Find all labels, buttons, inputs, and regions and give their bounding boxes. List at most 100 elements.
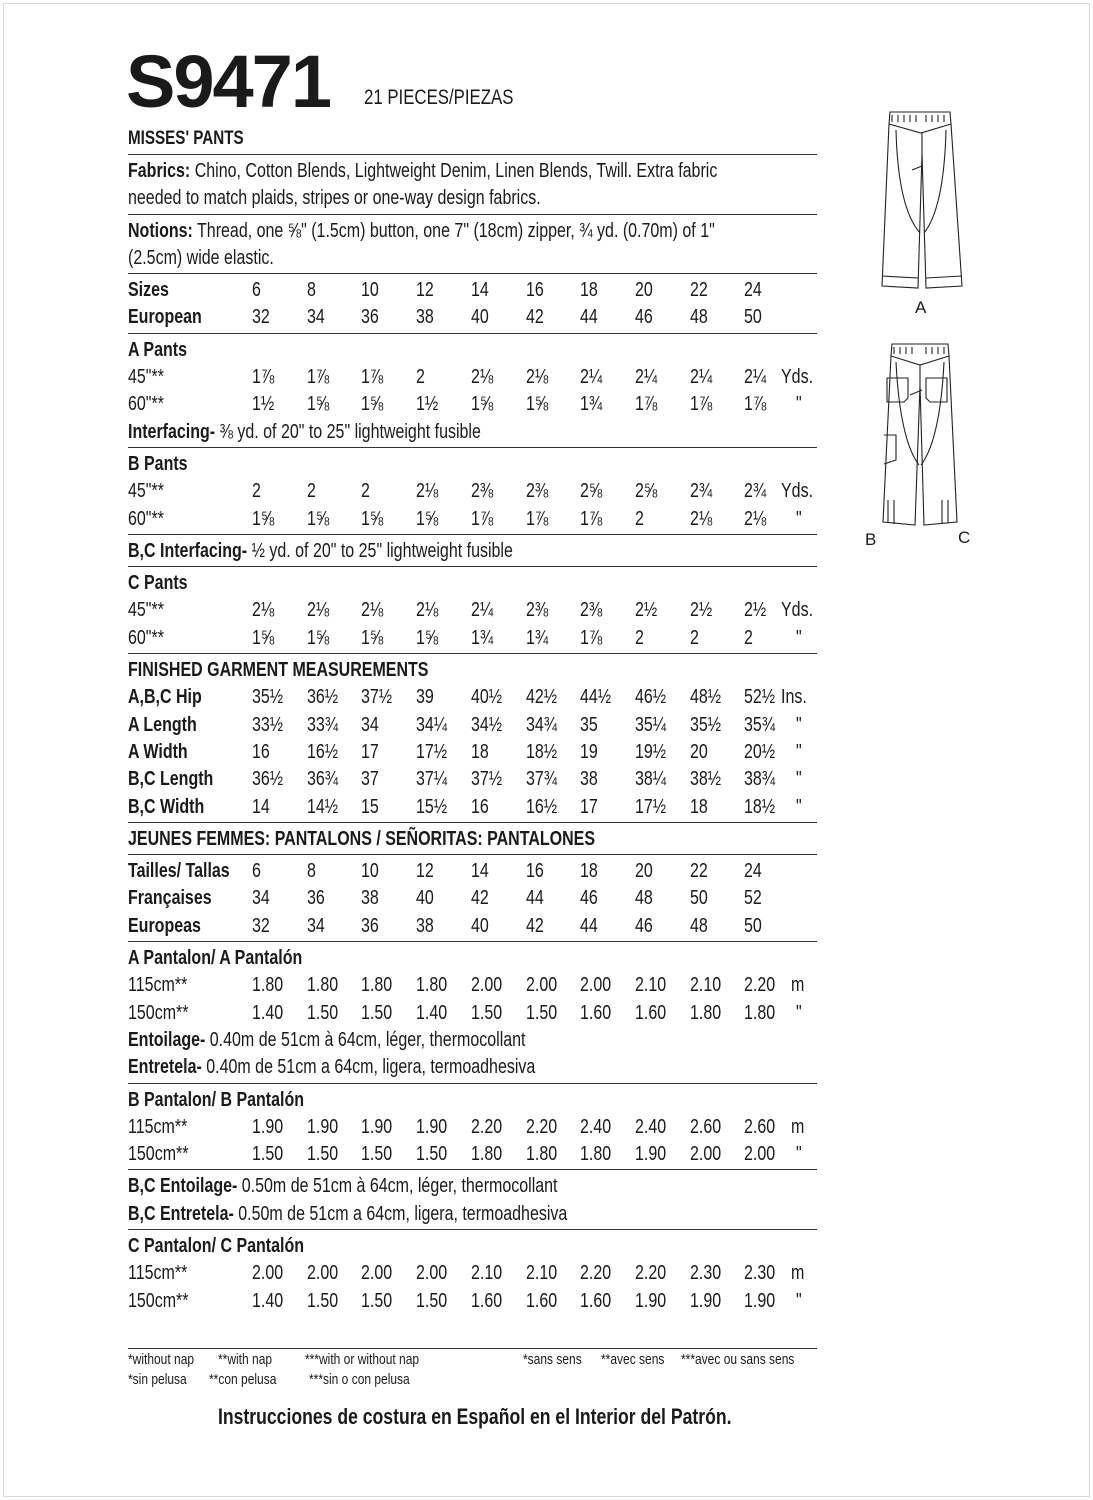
table-cell: 1.90 [689, 1289, 721, 1312]
view-a-label: A [915, 298, 927, 317]
table-cell: 36½ [252, 768, 284, 791]
table-cell: 17 [580, 795, 598, 818]
table-cell: 50 [689, 887, 708, 910]
table-cell: 1.90 [361, 1115, 393, 1138]
table-cell: 1.90 [252, 1115, 284, 1138]
table-cell: 2.20 [580, 1262, 612, 1285]
note-label: B,C Entoilage- [128, 1175, 238, 1198]
note-body: 0.40m de 51cm à 64cm, léger, thermocolla… [209, 1028, 526, 1051]
table-cell: 42 [525, 306, 544, 329]
table-cell: 2¼ [580, 366, 603, 389]
table-cell: 1.50 [306, 1001, 338, 1024]
table-cell: 17½ [634, 795, 667, 818]
table-cell: 1.80 [361, 974, 393, 997]
table-cell: 1.50 [306, 1289, 338, 1312]
table-cell: 1⅞ [525, 507, 548, 530]
table-cell: 1.50 [306, 1143, 338, 1166]
table-cell: 2.40 [634, 1115, 667, 1138]
table-cell: 35½ [689, 713, 721, 736]
table-cell: 2.00 [252, 1262, 284, 1285]
table-cell: 1.90 [416, 1115, 448, 1138]
note-row: Entoilage- 0.40m de 51cm à 64cm, léger, … [128, 1027, 817, 1054]
pattern-title: MISSES' PANTS [128, 127, 817, 155]
table-cell: 2⅝ [634, 480, 658, 503]
unit-label: " [796, 795, 802, 818]
table-cell: 1⅝ [252, 626, 275, 649]
table-cell: 2¼ [634, 366, 658, 389]
table-row: 150cm** 1.50 1.50 1.50 1.50 1.80 1.80 1.80 1.90 2… [128, 1141, 817, 1168]
table-row: Europeas 32 34 36 38 40 42 44 46 48 50 [128, 913, 817, 940]
note-text: (2.5cm) wide elastic. [128, 245, 274, 272]
table-cell: 2.30 [689, 1262, 721, 1285]
table-cell: 6 [252, 279, 261, 302]
section-heading: A Pantalon/ A Pantalón [128, 945, 817, 972]
note-text: Fabrics: Chino, Cotton Blends, Lightweig… [128, 158, 717, 185]
table-cell: 2⅛ [416, 480, 439, 503]
row-label: 150cm** [128, 1143, 189, 1166]
row-label: C Pants [128, 572, 188, 595]
table-cell: 37¼ [416, 768, 448, 791]
piece-count: 21 PIECES/PIEZAS [364, 86, 514, 109]
table-cell: 16 [525, 279, 544, 302]
table-cell: 36 [306, 887, 325, 910]
table-cell: 1⅞ [744, 393, 767, 416]
table-cell: 2⅛ [416, 599, 439, 622]
table-cell: 20 [634, 860, 653, 883]
table-cell: 16 [252, 740, 270, 763]
table-cell: 1.50 [252, 1143, 284, 1166]
note-label: Fabrics: [128, 160, 191, 182]
note-body: 0.50m de 51cm a 64cm, ligera, termoadhes… [238, 1202, 568, 1225]
table-cell: 18 [689, 795, 708, 818]
row-label: FINISHED GARMENT MEASUREMENTS [128, 659, 429, 682]
info-section: Notions: Thread, one ⅝" (1.5cm) button, … [128, 215, 817, 275]
table-cell: 44 [525, 887, 544, 910]
table-cell: 1⅞ [361, 366, 384, 389]
table-cell: 2⅜ [580, 599, 603, 622]
note-row: B,C Interfacing- ½ yd. of 20" to 25" lig… [128, 538, 817, 565]
footnote-fr-1: *sans sens [523, 1351, 582, 1368]
table-cell: 48 [689, 914, 708, 937]
table-cell: 1.90 [744, 1289, 776, 1312]
note-body: 0.50m de 51cm à 64cm, léger, thermocolla… [241, 1175, 558, 1198]
table-cell: 2.20 [470, 1115, 502, 1138]
table-cell: 1⅝ [361, 393, 384, 416]
table-cell: 34 [306, 306, 325, 329]
table-cell: 2⅛ [361, 599, 384, 622]
footnote-en-1: *without nap [128, 1351, 195, 1368]
table-cell: 34½ [470, 713, 502, 736]
table-cell: 14½ [306, 795, 338, 818]
table-cell: 32 [252, 914, 270, 937]
table-cell: 44½ [580, 686, 612, 709]
note-text: needed to match plaids, stripes or one-w… [128, 185, 541, 212]
table-cell: 1.40 [252, 1001, 284, 1024]
footnote-fr-2: **avec sens [601, 1351, 665, 1368]
unit-label: m [791, 1262, 805, 1285]
unit-label: " [796, 507, 802, 530]
table-cell: 1⅞ [689, 393, 712, 416]
note-text: B,C Entoilage- 0.50m de 51cm à 64cm, lég… [128, 1173, 558, 1200]
row-label: Europeas [128, 914, 201, 937]
info-section: B,C Entoilage- 0.50m de 51cm à 64cm, lég… [128, 1170, 817, 1230]
table-cell: 50 [744, 914, 763, 937]
table-cell: 34 [252, 887, 270, 910]
row-label: C Pantalon/ C Pantalón [128, 1234, 305, 1257]
table-cell: 1⅝ [306, 507, 329, 530]
table-cell: 2.20 [525, 1115, 557, 1138]
table-cell: 2 [689, 626, 699, 649]
note-text: Entoilage- 0.40m de 51cm à 64cm, léger, … [128, 1027, 526, 1054]
table-cell: 1.60 [470, 1289, 502, 1312]
table-cell: 10 [361, 860, 380, 883]
row-label: A Length [128, 713, 197, 736]
table-cell: 37 [361, 768, 380, 791]
table-row: B,C Length 36½ 36¾ 37 37¼ 37½ 37¾ 38 38¼ 38½ 38¾ " [128, 766, 817, 793]
row-label: 60"** [128, 507, 164, 530]
table-row: 60"** 1⅝ 1⅝ 1⅝ 1⅝ 1⅞ 1⅞ 1⅞ 2 2⅛ 2⅛ " [128, 506, 817, 533]
table-cell: 2.20 [744, 974, 776, 997]
table-cell: 17½ [416, 740, 448, 763]
table-cell: 38 [416, 306, 434, 329]
section-heading: C Pantalon/ C Pantalón [128, 1233, 817, 1260]
table-cell: 42½ [525, 686, 557, 709]
table-cell: 1.80 [416, 974, 448, 997]
note-label: B,C Interfacing- [128, 539, 248, 562]
table-cell: 35¾ [744, 713, 776, 736]
